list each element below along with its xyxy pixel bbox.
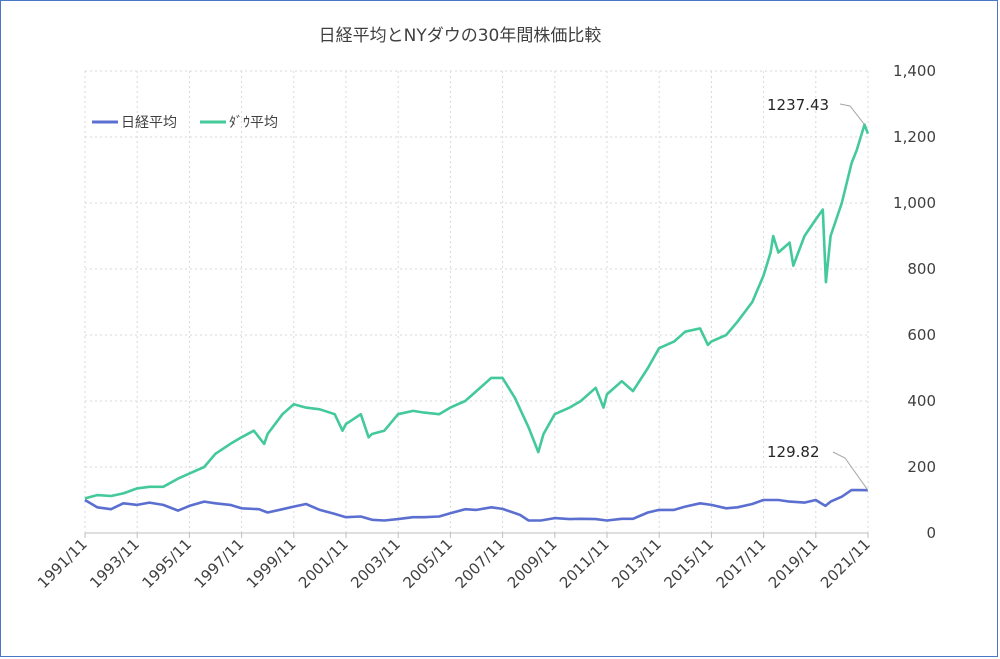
- annotations: 1237.43 129.82: [767, 96, 869, 491]
- x-tick-label: 1991/11: [34, 535, 91, 592]
- x-tick-label: 2013/11: [608, 535, 665, 592]
- series-line-dow: [84, 123, 870, 500]
- annotation-leader-dow: [839, 103, 865, 125]
- legend-label-dow: ﾀﾞｳ平均: [229, 115, 278, 131]
- x-tick-label: 2005/11: [399, 535, 456, 592]
- chart-title: 日経平均とNYダウの30年間株価比較: [319, 26, 602, 46]
- x-tick-label: 2001/11: [295, 535, 352, 592]
- annotation-leader-nikkei: [832, 451, 869, 491]
- x-tick-label: 1999/11: [243, 535, 300, 592]
- x-tick-label: 2007/11: [452, 535, 509, 592]
- y-axis-ticks: 0 200 400 600 800 1,000 1,200 1,400: [893, 62, 936, 542]
- annotation-nikkei-last: 129.82: [767, 443, 820, 461]
- x-tick-label: 2011/11: [556, 535, 613, 592]
- y-tick-label: 400: [907, 392, 936, 410]
- x-tick-label: 1993/11: [86, 535, 143, 592]
- y-tick-label: 0: [926, 524, 936, 542]
- x-tick-label: 2003/11: [347, 535, 404, 592]
- x-tick-label: 2019/11: [765, 535, 822, 592]
- y-tick-label: 1,200: [893, 128, 936, 146]
- x-tick-label: 1995/11: [138, 535, 195, 592]
- x-tick-label: 2009/11: [504, 535, 561, 592]
- legend: 日経平均 ﾀﾞｳ平均: [92, 115, 278, 131]
- y-tick-label: 1,000: [893, 194, 936, 212]
- y-tick-label: 200: [907, 458, 936, 476]
- y-tick-label: 800: [907, 260, 936, 278]
- series-lines: [84, 123, 870, 522]
- annotation-dow-last: 1237.43: [767, 96, 829, 114]
- grid: [84, 70, 869, 533]
- x-axis-ticks: 1991/111993/111995/111997/111999/112001/…: [34, 533, 874, 592]
- x-tick-label: 2017/11: [713, 535, 770, 592]
- x-tick-label: 2015/11: [660, 535, 717, 592]
- legend-label-nikkei: 日経平均: [121, 115, 177, 131]
- x-tick-label: 2021/11: [817, 535, 874, 592]
- y-tick-label: 1,400: [893, 62, 936, 80]
- x-tick-label: 1997/11: [191, 535, 248, 592]
- y-tick-label: 600: [907, 326, 936, 344]
- series-line-nikkei: [84, 488, 868, 522]
